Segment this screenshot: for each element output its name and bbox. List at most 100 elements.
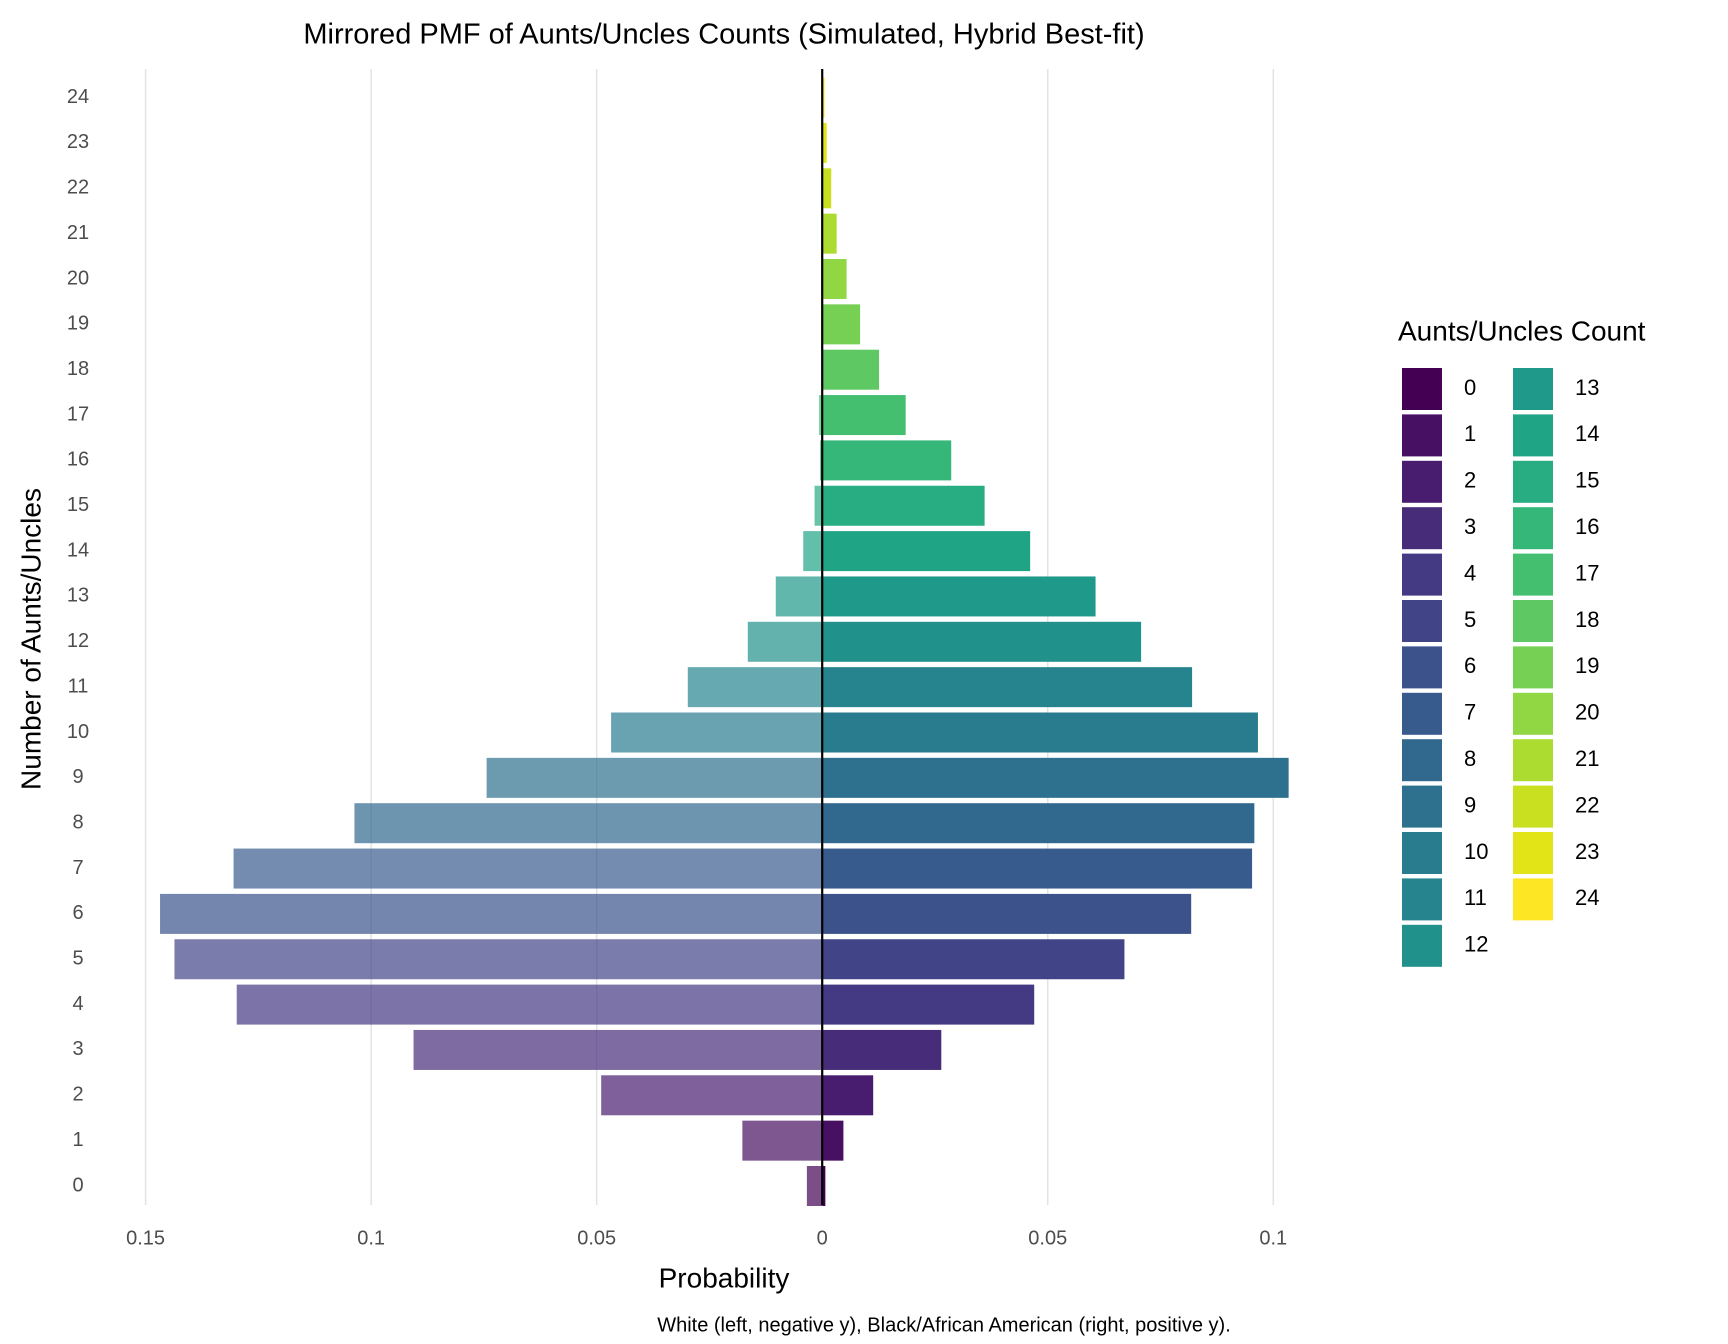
legend-swatch bbox=[1513, 553, 1553, 596]
y-axis-title: Number of Aunts/Uncles bbox=[15, 488, 46, 790]
legend-swatch bbox=[1402, 460, 1442, 503]
y-tick-label: 14 bbox=[67, 539, 89, 561]
bar bbox=[822, 848, 1253, 889]
legend-swatch bbox=[1513, 507, 1553, 550]
bar bbox=[822, 1029, 942, 1070]
bar bbox=[822, 576, 1096, 617]
y-tick-label: 11 bbox=[68, 675, 89, 697]
bar bbox=[822, 893, 1192, 934]
y-tick-label: 0 bbox=[72, 1174, 83, 1196]
legend-label: 3 bbox=[1464, 514, 1476, 539]
legend-swatch bbox=[1402, 646, 1442, 689]
legend-swatch bbox=[1402, 368, 1442, 410]
bar bbox=[822, 168, 832, 209]
bar bbox=[822, 304, 861, 345]
y-tick-label: 21 bbox=[67, 222, 89, 244]
y-tick-label: 9 bbox=[72, 766, 83, 788]
legend-label: 19 bbox=[1575, 653, 1599, 678]
bar bbox=[822, 259, 847, 299]
bar bbox=[742, 1120, 823, 1161]
x-tick-label: 0 bbox=[817, 1227, 828, 1249]
legend-label: 2 bbox=[1464, 468, 1476, 493]
legend-label: 16 bbox=[1575, 514, 1599, 539]
bar bbox=[822, 1166, 826, 1206]
y-tick-label: 19 bbox=[67, 313, 89, 335]
bar bbox=[822, 395, 906, 436]
legend-swatch bbox=[1402, 553, 1442, 596]
legend-label: 21 bbox=[1575, 746, 1599, 771]
legend-label: 8 bbox=[1464, 746, 1476, 771]
y-tick-label: 1 bbox=[72, 1129, 83, 1151]
bar bbox=[822, 122, 827, 163]
y-tick-label: 2 bbox=[72, 1084, 83, 1106]
y-tick-label: 17 bbox=[67, 403, 89, 425]
bar bbox=[822, 621, 1142, 662]
legend-swatch bbox=[1402, 785, 1442, 828]
bar bbox=[819, 395, 823, 436]
caption: White (left, negative y), Black/African … bbox=[657, 1314, 1231, 1336]
bar bbox=[233, 848, 823, 889]
legend-label: 24 bbox=[1575, 885, 1599, 910]
bar bbox=[822, 531, 1031, 572]
x-tick-label: 0.05 bbox=[1028, 1227, 1067, 1249]
legend-swatch bbox=[1513, 460, 1553, 503]
legend-swatch bbox=[1402, 924, 1442, 967]
legend-swatch bbox=[1513, 739, 1553, 782]
bar bbox=[819, 440, 823, 481]
bar bbox=[822, 77, 825, 118]
legend-label: 11 bbox=[1464, 885, 1487, 910]
legend-swatch bbox=[1513, 368, 1553, 410]
x-tick-label: 0.05 bbox=[577, 1227, 616, 1249]
bar bbox=[775, 576, 823, 617]
legend-label: 7 bbox=[1464, 700, 1476, 725]
legend-label: 4 bbox=[1464, 560, 1476, 585]
y-tick-label: 4 bbox=[72, 993, 83, 1015]
y-tick-label: 16 bbox=[67, 449, 89, 471]
bar bbox=[822, 1120, 844, 1161]
legend-label: 9 bbox=[1464, 792, 1476, 817]
bar bbox=[747, 621, 823, 662]
legend-label: 13 bbox=[1575, 375, 1599, 400]
bar bbox=[687, 667, 823, 708]
legend-swatch bbox=[1402, 600, 1442, 642]
legend-swatch bbox=[1513, 600, 1553, 642]
x-tick-label: 0.1 bbox=[1259, 1227, 1287, 1249]
y-tick-label: 7 bbox=[72, 857, 83, 879]
bar bbox=[803, 531, 823, 572]
legend-swatch bbox=[1402, 739, 1442, 782]
bar bbox=[354, 803, 823, 844]
legend-swatch bbox=[1513, 692, 1553, 735]
y-tick-label: 15 bbox=[67, 494, 89, 516]
legend-swatch bbox=[1402, 507, 1442, 550]
y-tick-label: 13 bbox=[67, 585, 89, 607]
legend-swatch bbox=[1513, 785, 1553, 828]
legend-label: 20 bbox=[1575, 700, 1599, 725]
legend-label: 10 bbox=[1464, 839, 1488, 864]
legend-label: 23 bbox=[1575, 839, 1599, 864]
bar bbox=[806, 1166, 823, 1206]
legend-label: 17 bbox=[1575, 560, 1599, 585]
legend-label: 14 bbox=[1575, 421, 1599, 446]
legend-swatch bbox=[1402, 832, 1442, 874]
bar bbox=[611, 712, 823, 753]
bar bbox=[822, 485, 985, 526]
legend-swatch bbox=[1402, 692, 1442, 735]
bar bbox=[486, 757, 823, 798]
bar bbox=[822, 712, 1258, 753]
legend-swatch bbox=[1402, 878, 1442, 921]
y-tick-label: 22 bbox=[67, 177, 89, 199]
y-tick-label: 20 bbox=[67, 267, 89, 289]
y-tick-label: 10 bbox=[67, 721, 89, 743]
y-tick-label: 6 bbox=[72, 902, 83, 924]
legend-label: 12 bbox=[1464, 932, 1488, 957]
y-tick-label: 24 bbox=[67, 86, 89, 108]
legend-label: 0 bbox=[1464, 375, 1476, 400]
legend-label: 22 bbox=[1575, 792, 1599, 817]
legend-label: 6 bbox=[1464, 653, 1476, 678]
bar bbox=[822, 667, 1193, 708]
legend-swatch bbox=[1513, 414, 1553, 457]
x-tick-label: 0.1 bbox=[357, 1227, 385, 1249]
legend-swatch bbox=[1513, 878, 1553, 921]
legend-label: 5 bbox=[1464, 607, 1476, 632]
